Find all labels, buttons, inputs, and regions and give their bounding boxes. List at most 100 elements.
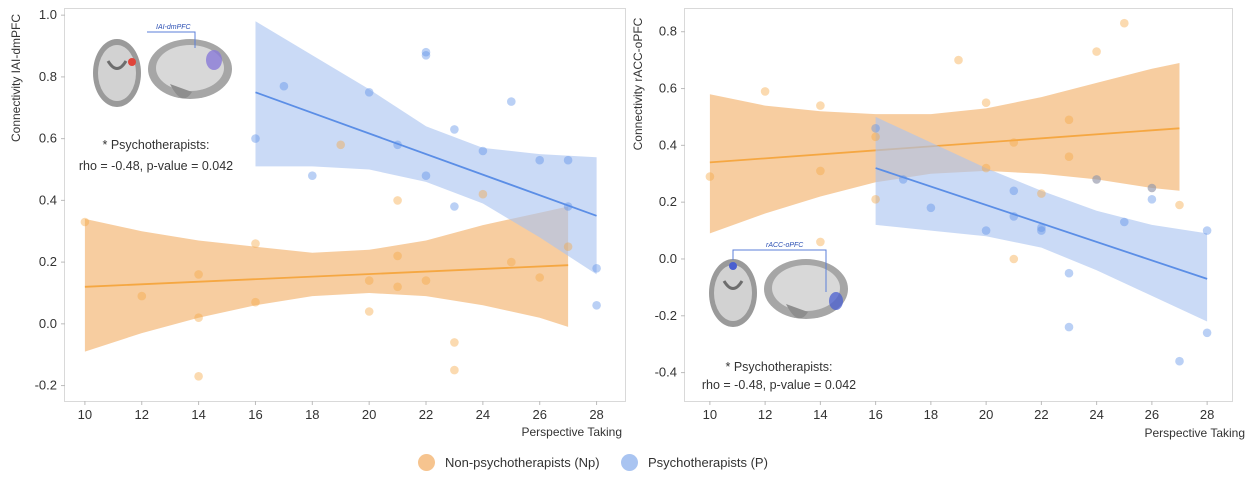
data-point-np [760,87,770,96]
data-point-p [926,203,936,213]
data-point-p [393,140,402,150]
confidence-band-p [875,116,1208,322]
x-tick-label: 10 [703,407,717,422]
data-point-p [1064,322,1074,332]
roi-leader-line [732,249,827,292]
data-point-p [1202,226,1212,235]
data-point-np [1092,175,1101,184]
data-point-np [816,166,825,176]
brain-inset-label: IAI-dmPFC [156,24,192,31]
data-point-p [478,146,488,156]
regression-line-np [709,127,1180,164]
data-point-np [194,372,203,381]
data-point-np [1120,18,1129,28]
data-point-np [1064,152,1074,161]
data-point-p [1120,217,1129,227]
data-point-np [194,313,203,323]
data-point-p [1009,186,1019,196]
x-axis-title: Perspective Taking [522,425,623,439]
y-tick-label: 0.0 [659,251,677,266]
annotation-title: * Psychotherapists: [726,360,833,374]
confidence-band-np [84,206,569,352]
data-point-np [816,101,825,110]
brain-axial-grey [98,45,136,101]
brain-inset-image: rACC-oPFC [709,242,848,327]
annotation-title: * Psychotherapists: [103,138,210,152]
data-point-p [251,134,260,143]
x-tick-label: 24 [1089,407,1103,422]
data-point-np [871,195,880,204]
data-point-p [364,88,374,97]
data-point-np [421,276,431,285]
legend-swatch-np [418,454,435,471]
x-tick-label: 18 [305,407,319,422]
data-point-np [816,237,825,247]
data-point-p [592,264,601,273]
x-tick-label: 26 [1145,407,1159,422]
x-tick-label: 12 [135,407,149,422]
y-axis-title: Connectivity rACC-oPFC [631,17,645,150]
data-point-np [981,163,991,173]
x-tick-label: 14 [191,407,205,422]
data-point-np [705,172,715,181]
legend-swatch-p [621,454,638,471]
data-point-p [308,171,317,180]
data-point-np [251,297,260,307]
data-point-p [450,125,459,134]
y-tick-label: 0.8 [39,69,57,84]
regression-line-np [84,264,569,288]
chart-figure: -0.2 0.0 0.2 0.4 0.6 0.8 1.0 10 12 14 16 18 20 22 24 26… [9,7,1246,440]
data-point-p [1092,175,1101,184]
data-point-p [279,81,289,91]
brain-axial-grey [714,265,752,321]
brain-ventricles [106,60,128,70]
data-point-np [507,257,516,267]
annotation-stats: rho = -0.48, p-value = 0.042 [79,159,233,173]
data-point-p [1037,223,1046,232]
brain-inset-image: IAI-dmPFC [93,24,232,107]
data-point-p [421,171,431,180]
data-point-np [393,196,402,205]
data-point-p [535,155,544,165]
data-point-np [393,282,402,292]
x-tick-label: 22 [1034,407,1048,422]
x-axis-title: Perspective Taking [1145,426,1246,440]
data-point-p [592,301,601,310]
y-tick-label: 0.8 [659,24,677,39]
data-point-np [1037,189,1046,198]
data-point-np [364,307,374,316]
chart-panel-2: -0.4 -0.2 0.0 0.2 0.4 0.6 0.8 10 12 14 16 18 20 22 24 2… [631,8,1246,440]
data-point-np [1175,200,1184,210]
data-point-p [421,47,431,57]
brain-cerebellum [786,304,808,319]
data-point-np [393,251,402,261]
y-tick-label: -0.2 [35,378,57,393]
data-point-np [251,239,260,248]
data-point-np [80,217,90,227]
data-point-p [1064,268,1074,278]
roi-marker-red [128,58,136,66]
data-point-np [364,276,374,285]
data-point-p [450,202,459,211]
roi-marker-blue [729,262,737,270]
x-tick-label: 16 [868,407,882,422]
data-point-p [1202,328,1212,338]
confidence-band-np [709,63,1180,234]
data-point-np [137,291,147,301]
legend-label-np: Non-psychotherapists (Np) [445,455,600,470]
x-tick-label: 28 [1200,407,1214,422]
regression-line-p [255,91,597,217]
x-tick-label: 20 [362,407,376,422]
x-tick-label: 20 [979,407,993,422]
data-point-np [535,273,544,282]
x-tick-label: 16 [248,407,262,422]
data-point-p [1037,226,1046,235]
data-point-p [1009,212,1019,221]
regression-line-p [875,167,1208,280]
roi-leader-line [147,31,196,48]
data-point-p [421,51,431,60]
data-point-np [563,242,573,251]
data-point-p [1175,356,1184,366]
data-point-np [450,365,459,375]
legend-item-non-psychotherapists: Non-psychotherapists (Np) [418,454,600,471]
